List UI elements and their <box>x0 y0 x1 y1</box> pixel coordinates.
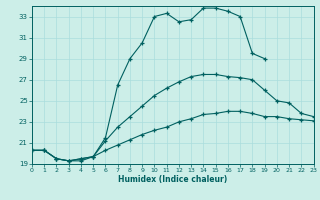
X-axis label: Humidex (Indice chaleur): Humidex (Indice chaleur) <box>118 175 228 184</box>
